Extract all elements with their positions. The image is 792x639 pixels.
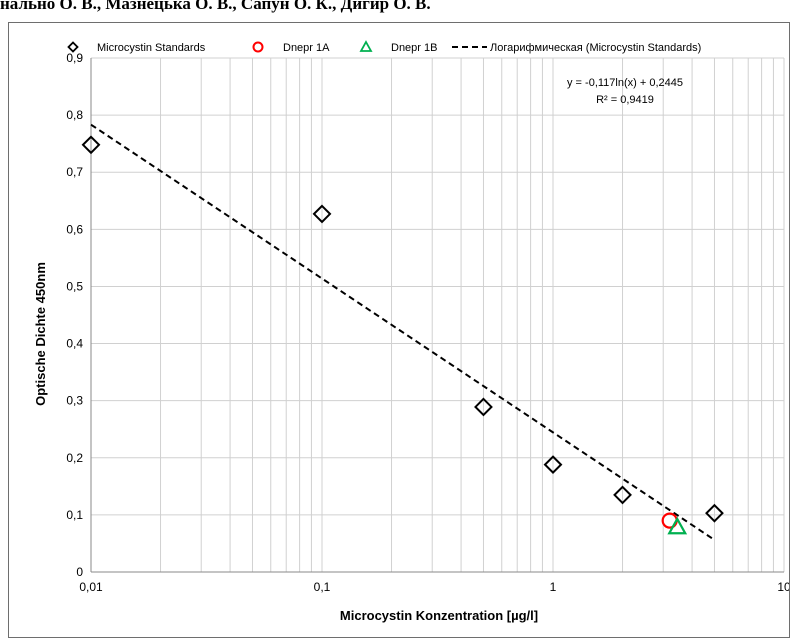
- legend-label: Dnepr 1A: [283, 42, 330, 54]
- y-tick-label: 0,2: [66, 451, 83, 465]
- trendline-equation: y = -0,117ln(x) + 0,2445 R² = 0,9419: [567, 77, 683, 106]
- data-point-diamond: [543, 455, 563, 475]
- y-tick-label: 0,7: [66, 165, 83, 179]
- data-point-diamond: [81, 135, 101, 155]
- x-axis-label: Microcystin Konzentration [µg/l]: [340, 608, 538, 623]
- axes: [90, 58, 784, 573]
- y-tick-label: 0: [76, 565, 83, 579]
- chart-svg: 0 0,1 0,2 0,3 0,4 0,5 0,6 0,7 0,8 0,9 0,01 0,1 1 10 M…: [33, 40, 789, 623]
- y-tick-label: 0,6: [66, 222, 83, 236]
- legend-marker-diamond: [67, 41, 79, 53]
- data-point-triangle: [667, 516, 688, 535]
- trendline-group: [90, 123, 716, 541]
- data-point-diamond: [474, 397, 493, 417]
- legend-label: Microcystin Standards: [97, 42, 206, 54]
- trendline: [90, 123, 716, 541]
- data-points: [81, 135, 724, 535]
- grid: [90, 57, 785, 572]
- y-tick-label: 0,4: [66, 337, 83, 351]
- y-tick-label: 0,1: [66, 508, 83, 522]
- y-tick-label: 0,5: [66, 279, 83, 293]
- data-point-diamond: [613, 485, 632, 505]
- x-tick-label: 1: [550, 580, 557, 594]
- page-top-text: нально О. В., Мазнецька О. В., Сапун О. …: [0, 0, 431, 13]
- legend-label: Dnepr 1B: [391, 42, 437, 54]
- data-point-diamond: [312, 204, 332, 224]
- legend-marker-circle: [252, 41, 264, 53]
- y-tick-label: 0,8: [66, 108, 83, 122]
- y-tick-label: 0,9: [66, 51, 83, 65]
- x-tick-label: 0,01: [79, 580, 103, 594]
- data-point-diamond: [705, 503, 724, 523]
- legend-marker-triangle: [359, 40, 373, 52]
- r-squared-text: R² = 0,9419: [596, 94, 654, 106]
- x-tick-label: 0,1: [314, 580, 331, 594]
- x-tick-label: 10: [777, 580, 789, 594]
- y-axis-label: Optische Dichte 450nm: [33, 262, 48, 406]
- y-tick-label: 0,3: [66, 394, 83, 408]
- legend: Microcystin Standards Dnepr 1A Dnepr 1B Лог…: [67, 40, 701, 54]
- equation-text: y = -0,117ln(x) + 0,2445: [567, 77, 683, 89]
- chart-frame: 0 0,1 0,2 0,3 0,4 0,5 0,6 0,7 0,8 0,9 0,01 0,1 1 10 M…: [8, 22, 790, 638]
- legend-label: Логарифмическая (Microcystin Standards): [490, 42, 701, 54]
- tick-labels: 0 0,1 0,2 0,3 0,4 0,5 0,6 0,7 0,8 0,9 0,01 0,1 1 10: [66, 51, 789, 594]
